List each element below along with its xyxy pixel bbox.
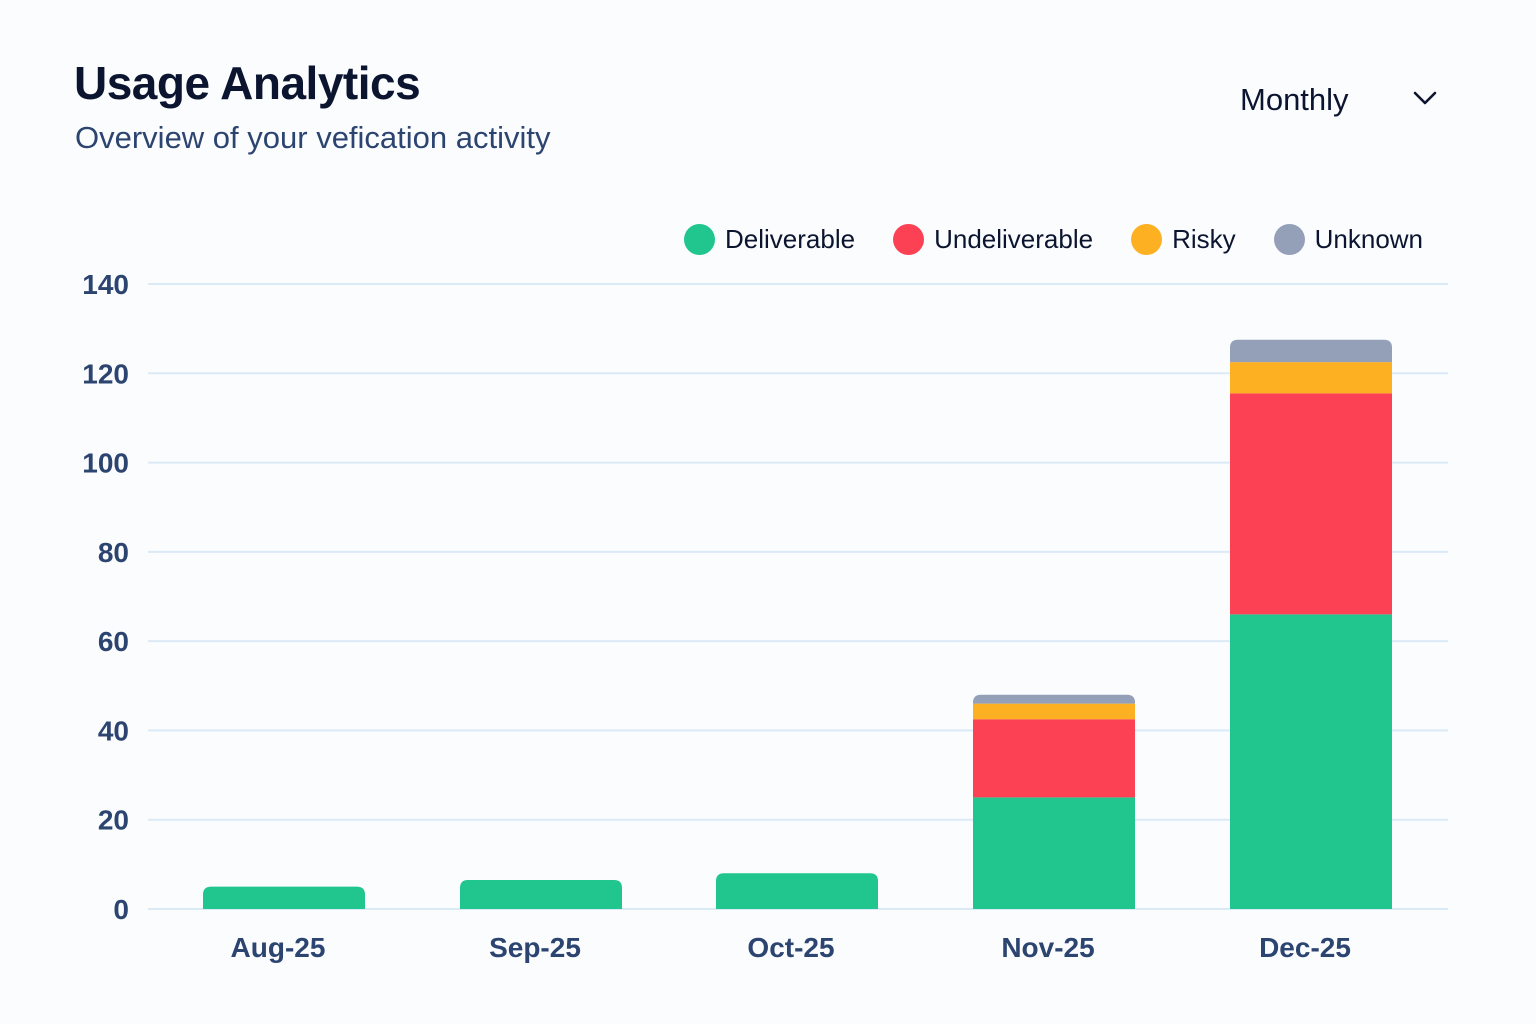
bar-segment-deliverable[interactable] <box>973 797 1135 909</box>
x-tick-label: Aug-25 <box>231 932 326 963</box>
bar-segment-deliverable[interactable] <box>716 873 878 909</box>
legend-item-risky[interactable]: Risky <box>1131 224 1236 255</box>
page-subtitle: Overview of your vefication activity <box>75 120 551 155</box>
y-tick-label: 60 <box>98 626 129 657</box>
y-tick-label: 120 <box>82 358 129 389</box>
y-tick-label: 80 <box>98 537 129 568</box>
legend-label: Undeliverable <box>934 224 1094 254</box>
x-tick-label: Oct-25 <box>747 932 834 963</box>
bar-segment-unknown[interactable] <box>1230 339 1392 363</box>
legend-swatch <box>1273 224 1305 255</box>
bar-group-sep-25[interactable] <box>460 879 622 909</box>
y-tick-label: 40 <box>98 715 129 746</box>
bar-segment-deliverable[interactable] <box>1230 614 1392 909</box>
bar-group-nov-25[interactable] <box>973 694 1135 909</box>
period-dropdown-value: Monthly <box>1240 82 1349 117</box>
x-tick-label: Sep-25 <box>489 932 581 963</box>
legend-item-deliverable[interactable]: Deliverable <box>684 224 855 255</box>
page-title: Usage Analytics <box>74 57 421 109</box>
y-tick-label: 100 <box>82 448 129 479</box>
legend-label: Risky <box>1172 224 1236 254</box>
bar-group-dec-25[interactable] <box>1230 339 1392 909</box>
bar-segment-deliverable[interactable] <box>203 886 365 909</box>
period-dropdown[interactable]: Monthly <box>1226 72 1466 128</box>
bar-segment-unknown[interactable] <box>973 694 1135 704</box>
bar-segment-undeliverable[interactable] <box>1230 393 1392 615</box>
bar-segment-undeliverable[interactable] <box>973 719 1135 798</box>
legend-swatch <box>893 224 925 255</box>
x-tick-label: Nov-25 <box>1001 932 1094 963</box>
x-tick-label: Dec-25 <box>1259 932 1351 963</box>
bar-segment-deliverable[interactable] <box>460 879 622 909</box>
chart-legend: Deliverable Undeliverable Risky Unknown <box>684 224 1461 255</box>
legend-label: Unknown <box>1314 224 1424 254</box>
bar-group-oct-25[interactable] <box>716 873 878 909</box>
legend-swatch <box>1131 224 1163 255</box>
legend-label: Deliverable <box>725 224 856 254</box>
legend-item-unknown[interactable]: Unknown <box>1273 224 1424 255</box>
y-tick-label: 140 <box>82 269 129 300</box>
bar-segment-risky[interactable] <box>1230 362 1392 394</box>
legend-item-undeliverable[interactable]: Undeliverable <box>893 224 1093 255</box>
bar-segment-risky[interactable] <box>973 703 1135 720</box>
bar-group-aug-25[interactable] <box>203 886 365 909</box>
y-tick-label: 0 <box>113 894 129 925</box>
legend-swatch <box>684 224 715 255</box>
y-tick-label: 20 <box>98 805 129 836</box>
chevron-down-icon <box>1413 91 1437 105</box>
